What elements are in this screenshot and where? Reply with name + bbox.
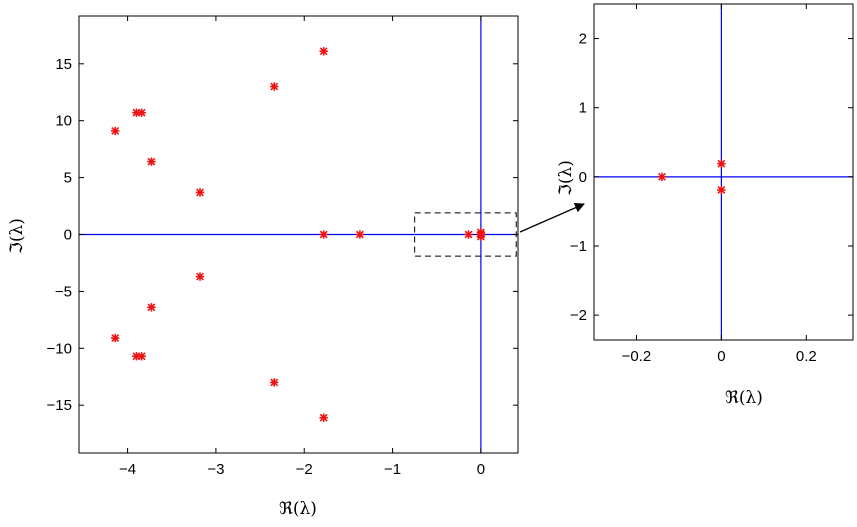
main-eigenvalue-point	[147, 157, 156, 166]
main-y-tick-label: −15	[47, 397, 72, 414]
zoom-y-tick-label: −2	[570, 307, 587, 324]
zoom-eigenvalue-point	[717, 159, 726, 168]
zoom-y-tick-label: 1	[579, 100, 587, 117]
main-eigenvalue-point	[270, 82, 279, 91]
main-y-tick-label: 5	[64, 170, 72, 187]
zoom-y-axis-label: ℑ(λ)	[556, 160, 576, 196]
main-x-tick-label: −4	[119, 461, 136, 478]
zoom-reference-lines	[594, 4, 853, 340]
main-y-tick-label: 0	[64, 227, 72, 244]
zoom-arrow	[519, 203, 585, 233]
zoom-plot-frame	[593, 3, 854, 341]
main-y-tick-label: 15	[55, 56, 72, 73]
main-y-tick-label: −5	[55, 283, 72, 300]
main-eigenvalue-point	[476, 230, 486, 239]
zoom-x-tick-label: 0.2	[796, 348, 817, 365]
main-x-tick-label: −3	[207, 461, 224, 478]
zoom-y-tick-label: 2	[579, 31, 587, 48]
main-eigenvalue-point	[270, 378, 279, 387]
main-eigenvalue-point	[319, 230, 328, 239]
main-eigenvalue-point	[137, 352, 146, 361]
main-x-tick-label: 0	[477, 461, 485, 478]
main-eigenvalue-point	[319, 413, 328, 422]
main-x-tick-label: −1	[384, 461, 401, 478]
zoom-y-axis-ticks: −2 −1 0 1 2	[570, 31, 853, 324]
main-eigenvalue-point	[464, 230, 473, 239]
main-y-axis-ticks: −15 −10 −5 0 5 10 15	[47, 56, 518, 414]
zoom-y-tick-label: −1	[570, 238, 587, 255]
main-eigenvalue-point	[355, 230, 365, 239]
main-y-tick-label: −10	[47, 340, 72, 357]
main-x-axis-label: ℜ(λ)	[279, 499, 317, 519]
main-x-axis-ticks: −4 −3 −2 −1 0	[119, 16, 485, 478]
main-y-tick-label: 10	[55, 113, 72, 130]
main-eigenvalue-point	[319, 47, 328, 56]
main-y-axis-label: ℑ(λ)	[7, 218, 27, 254]
zoom-x-axis-label: ℜ(λ)	[725, 388, 763, 408]
main-eigenvalue-point	[111, 126, 120, 136]
zoom-region-box	[414, 212, 517, 257]
zoom-x-tick-label: −0.2	[622, 348, 652, 365]
main-eigenvalue-point	[195, 188, 205, 197]
main-x-tick-label: −2	[296, 461, 313, 478]
main-eigenvalue-markers	[111, 47, 486, 422]
zoom-eigenvalue-point	[717, 185, 726, 195]
main-eigenvalue-point	[195, 272, 205, 281]
zoomed-eigenvalue-plot: −0.2 0 0.2 −2 −1 0 1 2 ℜ(λ) ℑ(λ)	[556, 3, 854, 408]
zoom-x-axis-ticks: −0.2 0 0.2	[622, 4, 817, 365]
zoom-y-tick-label: 0	[579, 169, 587, 186]
zoom-x-tick-label: 0	[717, 348, 725, 365]
main-eigenvalue-point	[147, 303, 156, 312]
zoom-eigenvalue-markers	[657, 159, 726, 195]
main-reference-lines	[79, 16, 518, 453]
main-eigenvalue-point	[111, 333, 120, 343]
main-eigenvalue-point	[137, 108, 146, 117]
zoom-eigenvalue-point	[657, 172, 667, 182]
